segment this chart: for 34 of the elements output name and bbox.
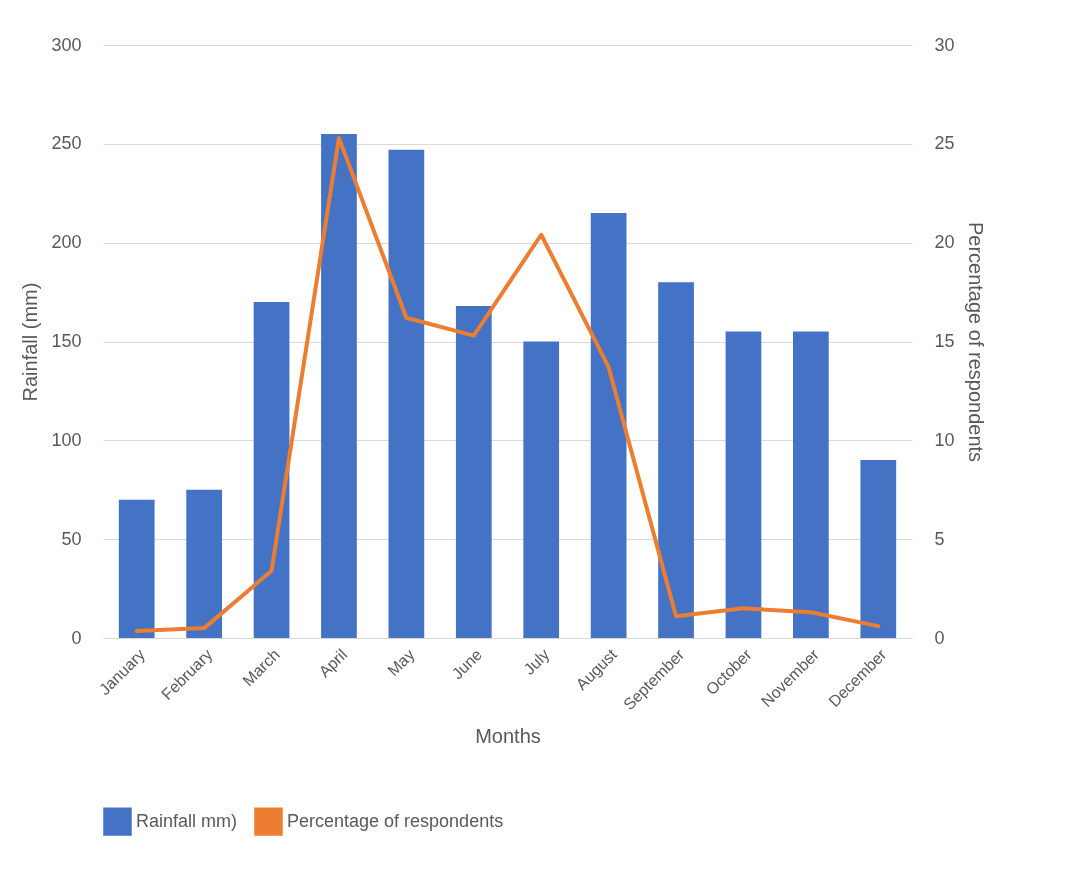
y2-tick-label: 25 (934, 133, 955, 154)
y2-tick-label: 30 (934, 34, 955, 55)
x-tick-label: May (384, 645, 418, 680)
bar (455, 305, 492, 638)
y2-tick-label: 20 (934, 232, 955, 253)
y-axis-title: Rainfall (mm) (19, 282, 42, 402)
bar (793, 331, 829, 638)
y-tick-label: 150 (51, 331, 82, 351)
y-tick-label: 50 (61, 528, 82, 549)
x-tick-label: July (520, 645, 553, 678)
y2-tick-label: 5 (934, 528, 945, 549)
y2-axis-title: Percentage of respondents (964, 221, 987, 463)
bar (253, 301, 290, 638)
legend-label: Rainfall mm) (136, 810, 238, 831)
bar (388, 149, 425, 638)
x-axis-title: Months (475, 725, 541, 748)
y-tick-label: 200 (51, 232, 82, 253)
y-tick-label: 250 (51, 133, 82, 154)
y-tick-label: 300 (51, 34, 82, 55)
bar (590, 213, 627, 638)
legend-label: Percentage of respondents (287, 810, 504, 831)
bar (321, 133, 357, 638)
y2-tick-label: 0 (934, 627, 945, 648)
y-tick-label: 100 (51, 429, 82, 450)
bar (186, 489, 222, 638)
bar (118, 499, 155, 638)
bar (725, 331, 762, 638)
y-tick-label: 0 (71, 627, 82, 648)
bar (523, 341, 560, 638)
line-series (134, 135, 881, 634)
y2-tick-label: 15 (934, 331, 955, 351)
bar (658, 282, 694, 638)
y2-tick-label: 10 (934, 429, 955, 450)
bar (860, 460, 897, 638)
